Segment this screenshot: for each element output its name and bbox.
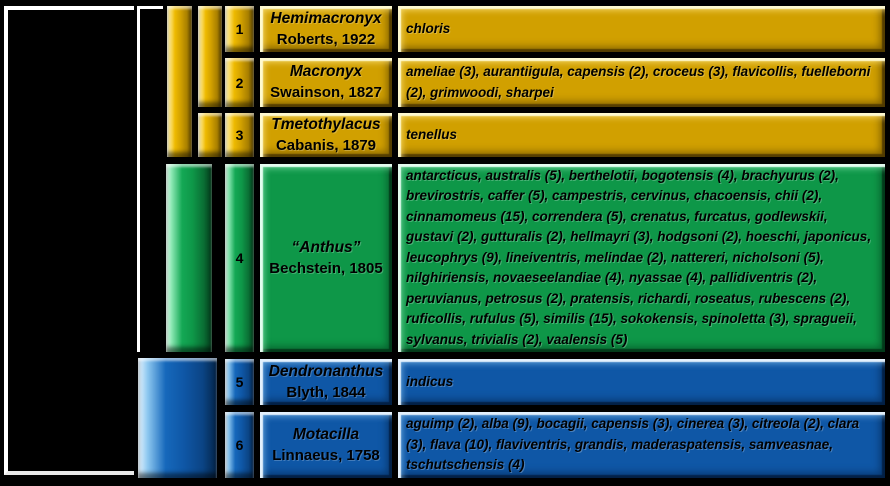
genus-cell: Motacilla Linnaeus, 1758 bbox=[259, 411, 393, 479]
species-list: ameliae (3), aurantiigula, capensis (2),… bbox=[406, 64, 871, 100]
genus-name: Motacilla bbox=[292, 425, 360, 443]
row-number: 4 bbox=[235, 250, 244, 266]
genus-authority: Blyth, 1844 bbox=[286, 383, 366, 401]
species-cell: chloris bbox=[397, 5, 886, 53]
genus-authority: Swainson, 1827 bbox=[270, 84, 382, 101]
row-number: 3 bbox=[235, 127, 244, 143]
genus-cell: Macronyx Swainson, 1827 bbox=[259, 57, 393, 108]
row-number: 2 bbox=[235, 74, 244, 91]
clade-bar-row-4 bbox=[165, 163, 213, 353]
genus-name: Tmetothylacus bbox=[271, 115, 381, 133]
clade-bar-rows-1-2 bbox=[197, 5, 223, 108]
species-cell: antarcticus, australis (5), berthelotii,… bbox=[397, 163, 886, 353]
clade-bar-root-rows-1-4 bbox=[137, 6, 163, 352]
row-number: 6 bbox=[235, 437, 244, 453]
clade-bar-row-3 bbox=[197, 112, 223, 158]
row-number-cell: 1 bbox=[224, 5, 255, 53]
row-number: 5 bbox=[235, 374, 244, 390]
row-number: 1 bbox=[235, 21, 244, 37]
genus-authority: Bechstein, 1805 bbox=[269, 259, 383, 277]
clade-bar-rows-5-6 bbox=[137, 357, 218, 479]
genus-cell: “Anthus” Bechstein, 1805 bbox=[259, 163, 393, 353]
genus-cell: Hemimacronyx Roberts, 1922 bbox=[259, 5, 393, 53]
species-list: antarcticus, australis (5), berthelotii,… bbox=[406, 167, 872, 347]
genus-authority: Cabanis, 1879 bbox=[275, 136, 377, 154]
genus-authority: Linnaeus, 1758 bbox=[272, 446, 380, 464]
genus-authority: Roberts, 1922 bbox=[276, 30, 376, 48]
clade-bar-rows-1-3 bbox=[166, 5, 193, 158]
genus-cell: Dendronanthus Blyth, 1844 bbox=[259, 358, 393, 406]
species-list: aguimp (2), alba (9), bocagii, capensis … bbox=[406, 416, 860, 473]
row-number-cell: 5 bbox=[224, 358, 255, 406]
row-number-cell: 4 bbox=[224, 163, 255, 353]
genus-name: “Anthus” bbox=[291, 238, 361, 256]
species-cell: indicus bbox=[397, 358, 886, 406]
species-cell: aguimp (2), alba (9), bocagii, capensis … bbox=[397, 411, 886, 479]
row-number-cell: 2 bbox=[224, 57, 255, 108]
genus-name: Hemimacronyx bbox=[270, 9, 382, 27]
blank-cover-panel bbox=[4, 6, 134, 475]
species-cell: ameliae (3), aurantiigula, capensis (2),… bbox=[397, 57, 886, 108]
species-list: chloris bbox=[406, 20, 451, 36]
row-number-cell: 6 bbox=[224, 411, 255, 479]
genus-name: Macronyx bbox=[289, 63, 363, 80]
species-list: indicus bbox=[406, 373, 454, 389]
species-cell: tenellus bbox=[397, 112, 886, 158]
genus-cell: Tmetothylacus Cabanis, 1879 bbox=[259, 112, 393, 158]
species-list: tenellus bbox=[406, 126, 458, 142]
genus-name: Dendronanthus bbox=[268, 362, 384, 380]
row-number-cell: 3 bbox=[224, 112, 255, 158]
